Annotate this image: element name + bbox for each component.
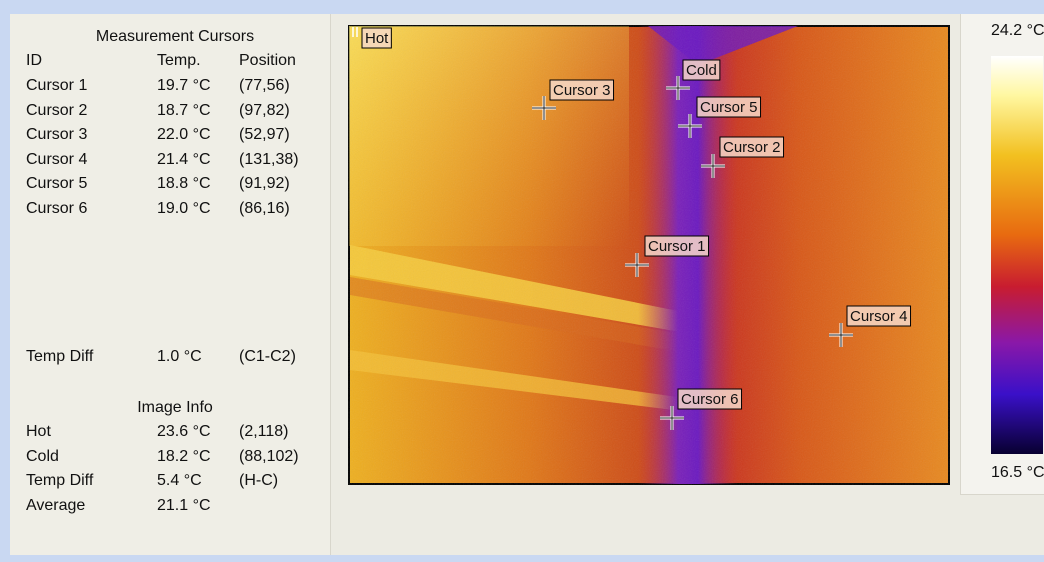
column-header: ID: [26, 52, 42, 70]
cursor-cell: Cursor 4: [26, 151, 87, 169]
main-area: Measurement Cursors ID Temp. Position Cursor…: [10, 14, 1044, 555]
color-scale: 24.2 °C 16.5 °C: [960, 14, 1044, 495]
marker-label: Cursor 2: [723, 139, 781, 156]
thermal-image: Hot Cold Cursor 3 Cursor 5 Cursor 2 Cursor 1 C…: [348, 25, 950, 485]
image-info-cell: Cold: [26, 448, 59, 466]
marker-label: Cursor 6: [681, 391, 739, 408]
cursor-cell: (91,92): [239, 175, 290, 193]
cursor-cell: (77,56): [239, 77, 290, 95]
image-info-title: Image Info: [10, 399, 340, 417]
image-info-cell: Hot: [26, 423, 51, 441]
cursor-cell: Cursor 3: [26, 126, 87, 144]
marker-label: Cursor 1: [648, 238, 706, 255]
image-info-cell: 21.1 °C: [157, 497, 211, 515]
cursor-cell: Cursor 5: [26, 175, 87, 193]
image-info-cell: 5.4 °C: [157, 472, 202, 490]
cursor-cell: 18.8 °C: [157, 175, 211, 193]
cursor-cell: (52,97): [239, 126, 290, 144]
marker-label: Cursor 5: [700, 99, 758, 116]
app-window: {"panel": {"title": "Measurement Cursors…: [0, 0, 1044, 562]
image-info-cell: (2,118): [239, 423, 289, 441]
cursor-cell: 19.0 °C: [157, 200, 211, 218]
image-info-cell: (H-C): [239, 472, 278, 490]
panel-title: Measurement Cursors: [10, 28, 340, 46]
cursor-cell: 21.4 °C: [157, 151, 211, 169]
cursor-cell: 19.7 °C: [157, 77, 211, 95]
image-info-cell: Average: [26, 497, 85, 515]
cursor-cell: (131,38): [239, 151, 299, 169]
image-info-cell: Temp Diff: [26, 472, 93, 490]
cursor-cell: (97,82): [239, 102, 290, 120]
image-info-cell: (88,102): [239, 448, 299, 466]
marker-label: Cursor 4: [850, 308, 908, 325]
column-header: Position: [239, 52, 296, 70]
marker-label: Cursor 3: [553, 82, 611, 99]
temp-diff-cell: 1.0 °C: [157, 348, 202, 366]
color-bar: [991, 56, 1043, 454]
scale-max: 24.2 °C: [991, 22, 1044, 40]
image-info-cell: 18.2 °C: [157, 448, 211, 466]
cursor-cell: 22.0 °C: [157, 126, 211, 144]
cursor-cell: 18.7 °C: [157, 102, 211, 120]
marker-label: Hot: [365, 30, 389, 47]
temp-diff-cell: (C1-C2): [239, 348, 296, 366]
scale-min: 16.5 °C: [991, 464, 1044, 482]
marker-label: Cold: [686, 62, 717, 79]
cursor-cell: Cursor 1: [26, 77, 87, 95]
cursor-cell: (86,16): [239, 200, 290, 218]
column-header: Temp.: [157, 52, 201, 70]
cursor-cell: Cursor 2: [26, 102, 87, 120]
image-info-cell: 23.6 °C: [157, 423, 211, 441]
cursor-cell: Cursor 6: [26, 200, 87, 218]
temp-diff-cell: Temp Diff: [26, 348, 93, 366]
